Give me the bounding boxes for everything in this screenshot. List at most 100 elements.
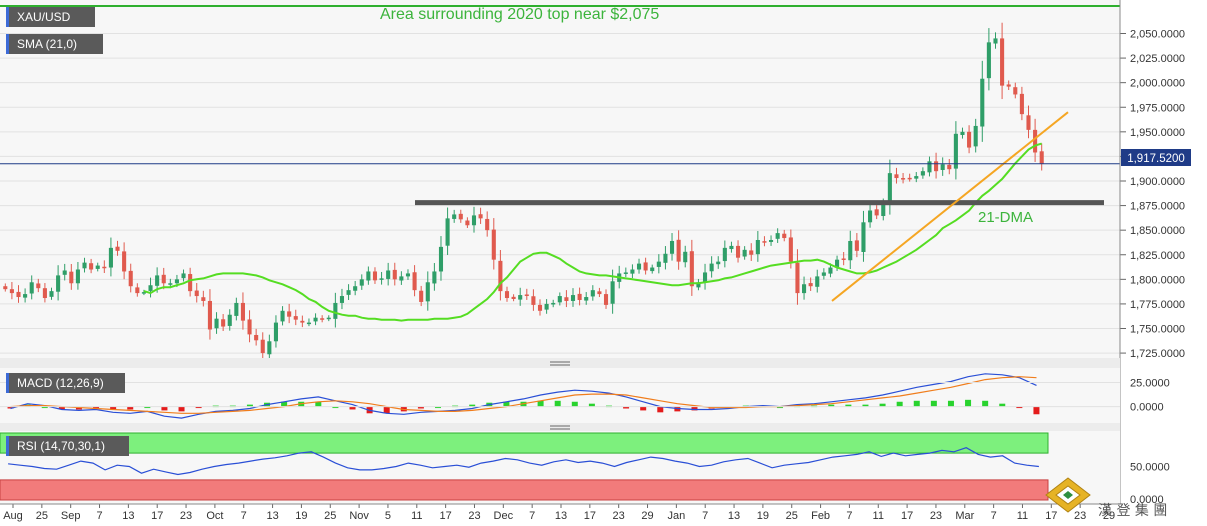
price-tick-label: 1,900.0000 bbox=[1130, 176, 1185, 188]
watermark: 漢 登 集 團 bbox=[1098, 502, 1167, 519]
candle-body bbox=[425, 282, 430, 302]
price-tick-label: 1,850.0000 bbox=[1130, 225, 1185, 237]
macd-bar bbox=[1033, 406, 1040, 415]
candle-body bbox=[260, 339, 265, 354]
candle-body bbox=[214, 318, 219, 329]
candle-body bbox=[709, 263, 714, 272]
x-tick-label: 17 bbox=[151, 510, 163, 522]
macd-bar bbox=[127, 406, 134, 410]
signal-line bbox=[10, 376, 1037, 414]
macd-bar bbox=[161, 406, 168, 411]
rsi-tick-label: 50.0000 bbox=[1130, 462, 1170, 474]
candle-body bbox=[273, 322, 278, 342]
candle-body bbox=[254, 334, 259, 341]
x-tick-label: 29 bbox=[1103, 510, 1115, 522]
rsi-oversold-zone bbox=[0, 479, 1049, 501]
macd-bar bbox=[110, 406, 117, 410]
candle-body bbox=[808, 283, 813, 287]
candle-body bbox=[122, 251, 127, 272]
candle-body bbox=[386, 270, 391, 279]
macd-line bbox=[10, 373, 1037, 419]
candle-body bbox=[141, 292, 146, 294]
candle-body bbox=[722, 247, 727, 262]
x-tick-label: 7 bbox=[529, 510, 535, 522]
x-tick-label: 19 bbox=[295, 510, 307, 522]
macd-bar bbox=[7, 406, 14, 409]
candle-body bbox=[881, 203, 886, 217]
candle-body bbox=[775, 233, 780, 239]
candle-body bbox=[346, 290, 351, 295]
x-tick-label: Feb bbox=[811, 510, 830, 522]
macd-bar bbox=[776, 406, 783, 409]
instrument-badge[interactable]: XAU/USD bbox=[6, 7, 95, 27]
macd-badge[interactable]: MACD (12,26,9) bbox=[6, 373, 125, 393]
candle-body bbox=[293, 316, 298, 320]
x-axis: Aug 25 Sep 7 13 17 23 Oct 7 13 19 25 Nov 5 11 17 23 Dec 7 1… bbox=[0, 503, 1120, 522]
x-tick-label: 5 bbox=[385, 510, 391, 522]
x-tick-label: 17 bbox=[901, 510, 913, 522]
candle-body bbox=[247, 319, 252, 335]
candle-body bbox=[537, 304, 543, 311]
candle-body bbox=[23, 294, 28, 298]
price-tick-label: 1,875.0000 bbox=[1130, 201, 1185, 213]
candle-body bbox=[36, 283, 41, 289]
candle-body bbox=[188, 274, 193, 292]
candle-body bbox=[29, 282, 34, 294]
candle-body bbox=[887, 173, 892, 204]
candle-body bbox=[234, 302, 239, 316]
x-tick-label: 17 bbox=[1045, 510, 1057, 522]
candle-body bbox=[287, 311, 292, 317]
macd-bar bbox=[982, 400, 989, 407]
candle-body bbox=[821, 272, 826, 276]
rsi-badge[interactable]: RSI (14,70,30,1) bbox=[6, 436, 129, 456]
candle-body bbox=[643, 262, 648, 271]
candle-body bbox=[399, 276, 404, 281]
macd-bar bbox=[554, 400, 561, 407]
candle-body bbox=[359, 279, 364, 286]
price-tick-label: 1,950.0000 bbox=[1130, 127, 1185, 139]
candle-body bbox=[240, 302, 245, 321]
candle-body bbox=[920, 171, 925, 176]
macd-tick-label: 0.0000 bbox=[1130, 402, 1164, 414]
annotation-top: Area surrounding 2020 top near $2,075 bbox=[380, 6, 659, 23]
candle-body bbox=[907, 177, 912, 180]
candle-body bbox=[716, 261, 721, 265]
macd-bar bbox=[195, 406, 202, 409]
candle-body bbox=[405, 273, 411, 277]
candle-body bbox=[861, 222, 866, 252]
candle-body bbox=[82, 262, 87, 269]
candle-body bbox=[597, 291, 602, 295]
splitter-grip-2[interactable] bbox=[550, 425, 570, 430]
macd-bar bbox=[469, 404, 476, 407]
candle-body bbox=[1033, 129, 1038, 153]
candle-body bbox=[412, 272, 417, 291]
x-tick-label: 23 bbox=[930, 510, 942, 522]
candle-body bbox=[610, 281, 615, 304]
sma-badge[interactable]: SMA (21,0) bbox=[6, 34, 103, 54]
candle-body bbox=[986, 42, 991, 79]
candle-body bbox=[874, 209, 879, 216]
candle-body bbox=[221, 319, 226, 327]
splitter-grip-1[interactable] bbox=[550, 361, 570, 366]
pane-splitter-2[interactable] bbox=[0, 423, 1120, 431]
x-tick-label: 13 bbox=[122, 510, 134, 522]
candle-body bbox=[544, 303, 549, 310]
candle-body bbox=[49, 291, 54, 297]
rsi-tick-label: 0.0000 bbox=[1130, 494, 1164, 506]
price-tick-label: 1,750.0000 bbox=[1130, 324, 1185, 336]
x-tick-label: 25 bbox=[324, 510, 336, 522]
pane-splitter-1[interactable] bbox=[0, 358, 1120, 368]
macd-bar bbox=[862, 404, 869, 407]
candle-body bbox=[9, 289, 14, 294]
candle-body bbox=[56, 275, 61, 292]
x-tick-label: Nov bbox=[349, 510, 369, 522]
macd-bar bbox=[246, 404, 253, 407]
x-tick-label: 11 bbox=[873, 510, 884, 522]
candle-body bbox=[62, 270, 67, 275]
candle-body bbox=[742, 249, 747, 257]
candle-body bbox=[168, 283, 173, 285]
candle-body bbox=[419, 290, 424, 302]
macd-bar bbox=[930, 400, 937, 407]
x-tick-label: Jan bbox=[667, 510, 685, 522]
